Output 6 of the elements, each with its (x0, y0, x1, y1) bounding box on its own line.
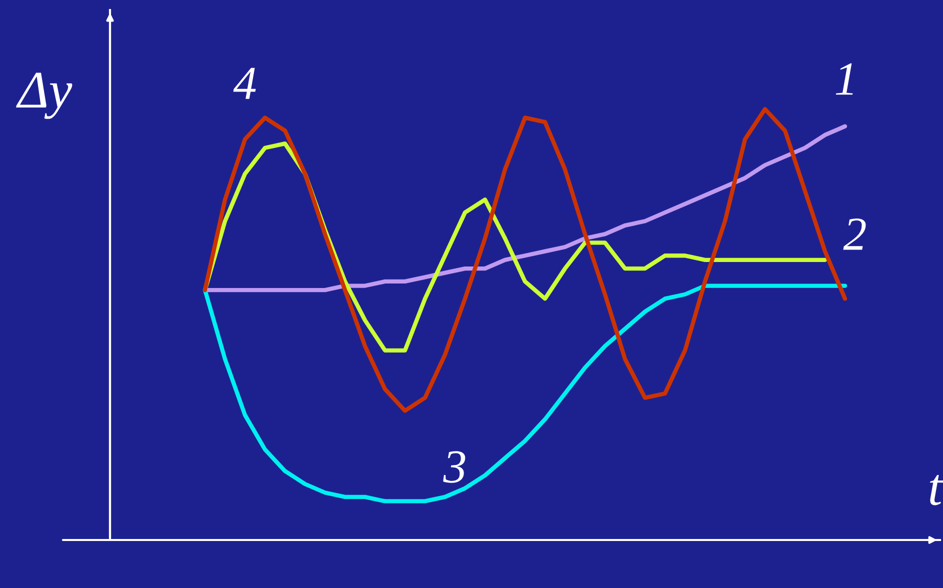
series-label: 4 (233, 68, 256, 99)
x-axis-title: t (930, 474, 943, 506)
series-label: 1 (836, 63, 853, 95)
series-label: 3 (443, 451, 466, 483)
series-label: 2 (843, 218, 866, 250)
y-axis-title: Δy (16, 72, 72, 119)
